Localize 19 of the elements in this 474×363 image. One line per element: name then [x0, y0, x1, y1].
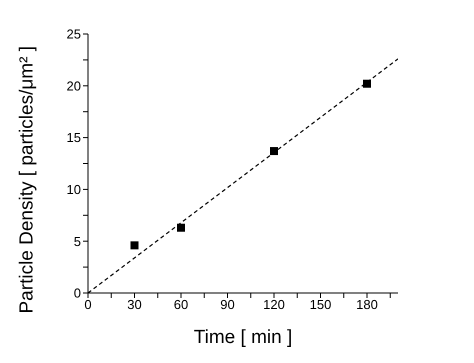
y-tick-label: 15 — [66, 130, 81, 146]
y-tick-label: 10 — [66, 182, 81, 198]
x-tick-label: 90 — [220, 297, 235, 312]
x-tick-label: 120 — [263, 297, 285, 312]
y-tick-label: 0 — [74, 286, 81, 301]
point — [270, 147, 278, 156]
x-tick-label: 30 — [127, 297, 142, 312]
point — [130, 241, 138, 250]
y-tick-label: 20 — [66, 78, 81, 94]
x-tick-label: 60 — [174, 297, 188, 312]
x-tick-label: 150 — [310, 297, 332, 312]
x-tick-label: 0 — [84, 297, 92, 312]
y-axis-title: Particle Density [ particles/μm² ] — [16, 46, 38, 314]
x-axis-title: Time [ min ] — [194, 327, 292, 348]
y-tick-label: 25 — [66, 26, 81, 42]
y-tick-label: 5 — [74, 234, 81, 249]
x-tick-label: 180 — [356, 297, 378, 312]
point — [363, 80, 371, 88]
point — [177, 224, 185, 232]
